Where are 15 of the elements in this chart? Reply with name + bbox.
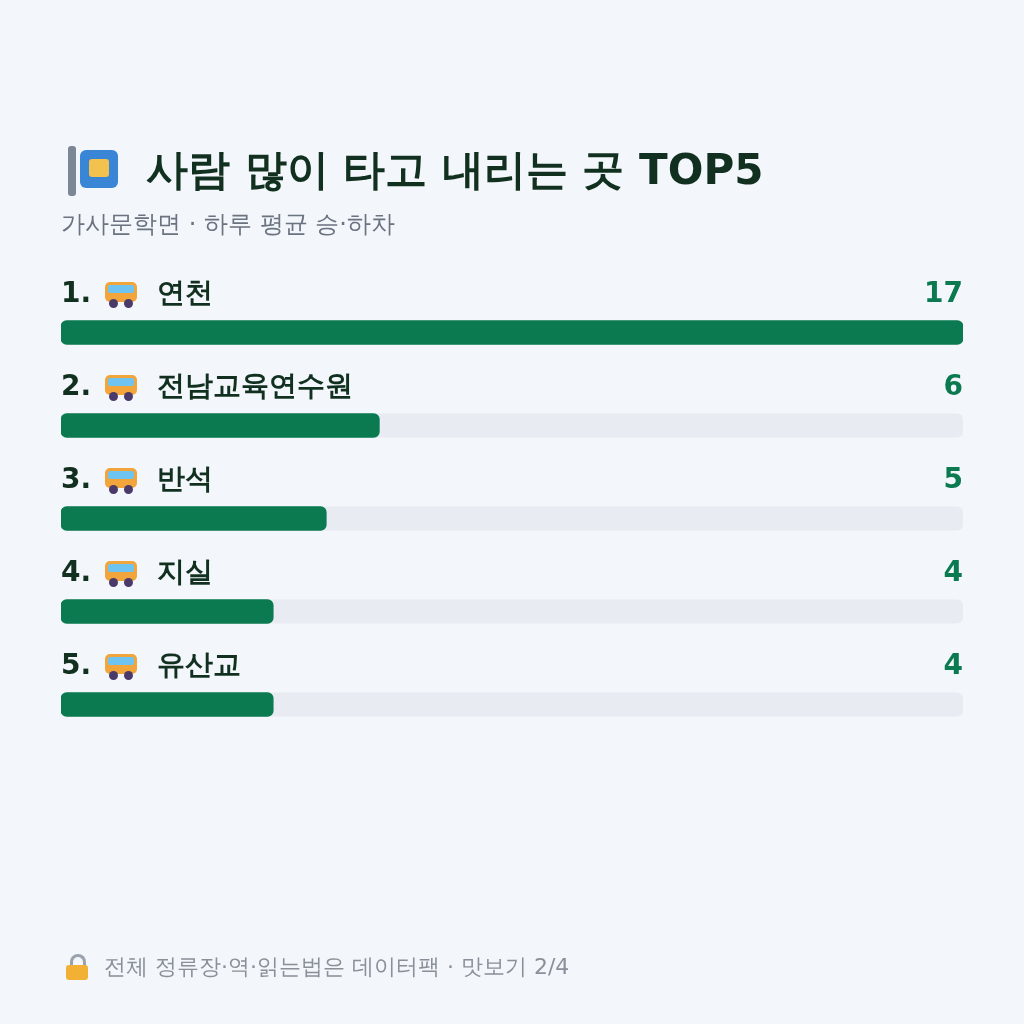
data-label: 6 <box>943 368 963 402</box>
data-label: 17 <box>924 275 963 309</box>
category-label: 2. 전남교육연수원 <box>61 368 354 402</box>
category-label: 1. 연천 <box>61 275 214 309</box>
bar <box>61 692 274 717</box>
category-label: 4. 지실 <box>61 554 214 588</box>
category-label: 5. 유산교 <box>61 647 242 681</box>
data-label: 5 <box>943 461 963 495</box>
category-label: 3. 반석 <box>61 461 214 495</box>
bar <box>61 599 274 624</box>
data-label: 4 <box>943 554 963 588</box>
chart-title: 사람 많이 타고 내리는 곳 TOP5 <box>146 144 764 196</box>
data-label: 4 <box>943 647 963 681</box>
chart-subtitle: 가사문학면 · 하루 평균 승·하차 <box>61 209 395 240</box>
text: 전체 정류장·역·읽는법은 데이터팩 · 맛보기 2/4 <box>104 953 570 981</box>
